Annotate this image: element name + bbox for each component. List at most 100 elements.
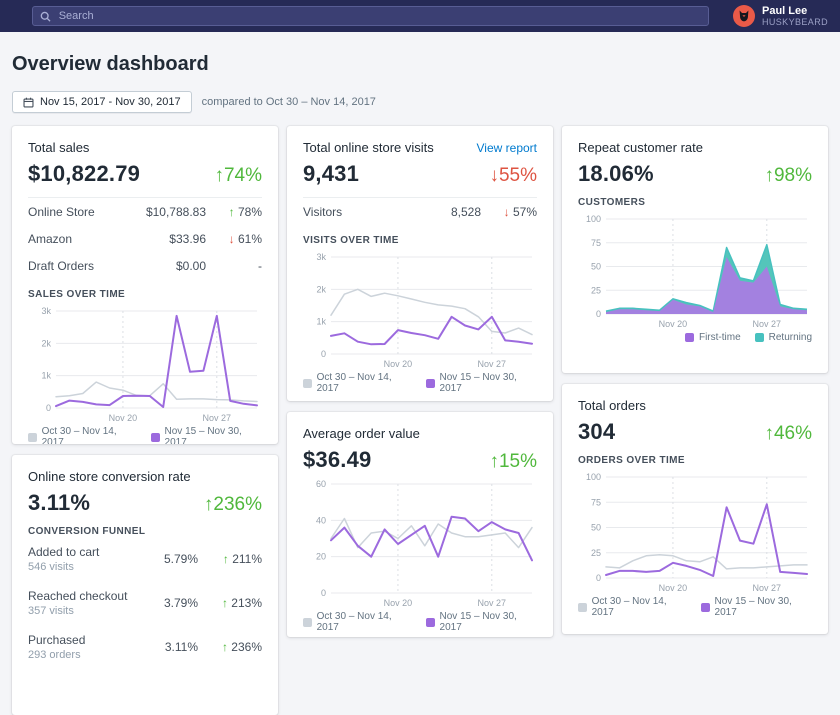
legend-swatch-gray (28, 432, 37, 442)
card-conversion-rate: Online store conversion rate 3.11% ↑236%… (12, 455, 278, 715)
svg-text:0: 0 (321, 349, 326, 359)
svg-text:60: 60 (316, 479, 326, 489)
svg-text:3k: 3k (41, 306, 51, 316)
section-label-visits-over-time: VISITS OVER TIME (303, 235, 399, 246)
calendar-icon (23, 97, 34, 108)
svg-text:2k: 2k (41, 338, 51, 348)
date-range-button[interactable]: Nov 15, 2017 - Nov 30, 2017 (12, 91, 192, 113)
dashboard-grid: Total sales $10,822.79 ↑74% Online Store… (12, 126, 828, 715)
customers-chart: 0 25 50 75 100 Nov 20 Nov 27 (586, 214, 808, 329)
search-input[interactable] (56, 9, 701, 23)
svg-text:25: 25 (591, 548, 601, 558)
legend-swatch-gray (578, 602, 587, 612)
funnel-row-purchased: Purchased 293 orders 3.11% ↑ 236% (28, 633, 262, 661)
legend-swatch-purple (425, 617, 435, 627)
card-online-store-visits: Total online store visits View report 9,… (287, 126, 553, 401)
chart-legend: First-time Returning (578, 332, 812, 343)
section-label-sales-over-time: SALES OVER TIME (28, 289, 126, 300)
svg-text:50: 50 (591, 523, 601, 533)
visits-row-visitors: Visitors 8,528 ↓ 57% (303, 205, 537, 219)
legend-previous-period: Oct 30 – Nov 14, 2017 (578, 596, 687, 618)
svg-text:0: 0 (321, 588, 326, 598)
svg-text:1k: 1k (316, 317, 326, 327)
svg-text:Nov 27: Nov 27 (478, 598, 507, 608)
search-box[interactable] (32, 6, 709, 26)
svg-text:100: 100 (586, 214, 601, 224)
svg-text:Nov 20: Nov 20 (659, 583, 688, 593)
aov-chart: 0 20 40 60 Nov 20 Nov 27 (316, 479, 533, 608)
date-filter-row: Nov 15, 2017 - Nov 30, 2017 compared to … (12, 91, 828, 113)
down-arrow-icon: ↓ (228, 232, 235, 246)
legend-current-period: Nov 15 – Nov 30, 2017 (150, 426, 262, 444)
svg-text:Nov 27: Nov 27 (203, 413, 232, 423)
sales-row-amazon: Amazon $33.96 ↓ 61% (28, 232, 262, 246)
card-total-orders: Total orders 304 ↑46% ORDERS OVER TIME 0… (562, 384, 828, 634)
visits-value: 9,431 (303, 161, 360, 186)
up-arrow-icon: ↑ (222, 552, 229, 566)
legend-swatch-gray (303, 378, 312, 388)
funnel-row-added-to-cart: Added to cart 546 visits 5.79% ↑ 211% (28, 545, 262, 573)
svg-text:25: 25 (591, 285, 601, 295)
topbar: Paul Lee HUSKYBEARD (0, 0, 840, 32)
svg-text:1k: 1k (41, 371, 51, 381)
orders-value: 304 (578, 419, 616, 444)
card-title: Total sales (28, 140, 90, 155)
legend-current-period: Nov 15 – Nov 30, 2017 (700, 596, 812, 618)
legend-current-period: Nov 15 – Nov 30, 2017 (425, 611, 537, 633)
chart-legend: Oct 30 – Nov 14, 2017 Nov 15 – Nov 30, 2… (578, 596, 812, 618)
svg-text:Nov 27: Nov 27 (478, 359, 507, 369)
card-total-sales: Total sales $10,822.79 ↑74% Online Store… (12, 126, 278, 444)
svg-text:Nov 27: Nov 27 (753, 319, 782, 329)
legend-previous-period: Oct 30 – Nov 14, 2017 (303, 372, 412, 394)
svg-text:2k: 2k (316, 284, 326, 294)
svg-text:20: 20 (316, 552, 326, 562)
total-sales-delta: ↑74% (214, 165, 262, 186)
svg-text:0: 0 (596, 573, 601, 583)
compare-text: compared to Oct 30 – Nov 14, 2017 (201, 96, 376, 108)
sales-row-draft-orders: Draft Orders $0.00 - (28, 259, 262, 273)
sales-chart: 0 1k 2k 3k Nov 20 Nov 27 (41, 306, 258, 423)
svg-text:0: 0 (46, 403, 51, 413)
aov-value: $36.49 (303, 447, 372, 472)
up-arrow-icon: ↑ (221, 640, 228, 654)
legend-swatch-purple (700, 602, 710, 612)
legend-previous-period: Oct 30 – Nov 14, 2017 (28, 426, 137, 444)
svg-text:Nov 20: Nov 20 (109, 413, 138, 423)
section-label-customers: CUSTOMERS (578, 197, 646, 208)
svg-text:Nov 20: Nov 20 (659, 319, 688, 329)
avatar (732, 4, 755, 27)
chart-legend: Oct 30 – Nov 14, 2017 Nov 15 – Nov 30, 2… (28, 426, 262, 444)
divider (28, 197, 262, 198)
legend-previous-period: Oct 30 – Nov 14, 2017 (303, 611, 412, 633)
svg-text:0: 0 (596, 309, 601, 319)
card-title: Total online store visits (303, 140, 434, 155)
repeat-rate-value: 18.06% (578, 161, 654, 186)
card-repeat-customer-rate: Repeat customer rate 18.06% ↑98% CUSTOME… (562, 126, 828, 373)
down-arrow-icon: ↓ (503, 205, 510, 219)
svg-text:75: 75 (591, 497, 601, 507)
page-title: Overview dashboard (12, 53, 209, 75)
legend-swatch-purple (425, 378, 435, 388)
view-report-link[interactable]: View report (476, 141, 537, 155)
svg-text:40: 40 (316, 515, 326, 525)
visits-delta: ↓55% (489, 165, 537, 186)
conversion-rate-delta: ↑236% (203, 494, 262, 515)
up-arrow-icon: ↑ (221, 596, 228, 610)
svg-text:100: 100 (586, 472, 601, 482)
orders-delta: ↑46% (764, 423, 812, 444)
account-menu[interactable]: Paul Lee HUSKYBEARD (732, 4, 828, 28)
legend-swatch-gray (303, 617, 312, 627)
sales-row-online-store: Online Store $10,788.83 ↑ 78% (28, 205, 262, 219)
orders-chart: 0 25 50 75 100 Nov 20 Nov 27 (586, 472, 808, 593)
legend-first-time: First-time (684, 332, 741, 343)
repeat-rate-delta: ↑98% (764, 165, 812, 186)
chart-legend: Oct 30 – Nov 14, 2017 Nov 15 – Nov 30, 2… (303, 611, 537, 633)
funnel-row-reached-checkout: Reached checkout 357 visits 3.79% ↑ 213% (28, 589, 262, 617)
conversion-rate-value: 3.11% (28, 490, 91, 515)
card-title: Total orders (578, 398, 646, 413)
svg-text:3k: 3k (316, 252, 326, 262)
svg-text:Nov 20: Nov 20 (384, 359, 413, 369)
section-label-orders-over-time: ORDERS OVER TIME (578, 455, 685, 466)
section-label-conversion-funnel: CONVERSION FUNNEL (28, 526, 146, 537)
svg-text:Nov 20: Nov 20 (384, 598, 413, 608)
